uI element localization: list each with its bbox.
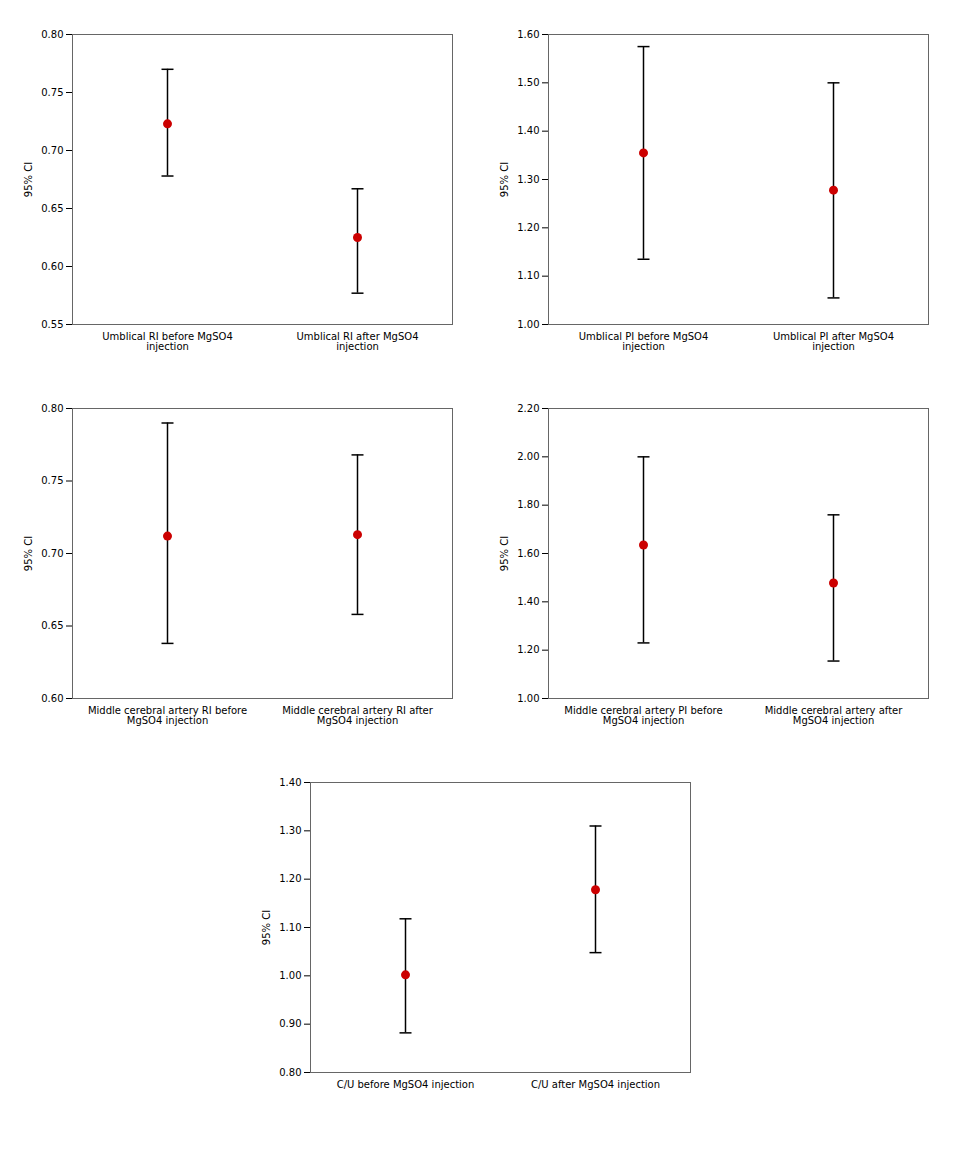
- svg-text:C/U after MgSO4 injection: C/U after MgSO4 injection: [530, 1079, 659, 1090]
- svg-text:1.20: 1.20: [517, 644, 539, 655]
- svg-text:95% CI: 95% CI: [498, 536, 509, 571]
- svg-text:1.50: 1.50: [517, 77, 539, 88]
- svg-text:Umblical RI before MgSO4inject: Umblical RI before MgSO4injection: [102, 331, 233, 352]
- svg-text:0.60: 0.60: [41, 693, 63, 704]
- svg-text:1.60: 1.60: [517, 29, 539, 40]
- svg-text:1.40: 1.40: [279, 777, 301, 788]
- svg-text:1.40: 1.40: [517, 125, 539, 136]
- svg-text:0.80: 0.80: [41, 403, 63, 414]
- svg-text:0.90: 0.90: [279, 1018, 301, 1029]
- svg-text:95% CI: 95% CI: [22, 162, 33, 197]
- svg-text:1.60: 1.60: [517, 548, 539, 559]
- svg-text:1.00: 1.00: [517, 693, 539, 704]
- svg-text:1.80: 1.80: [517, 499, 539, 510]
- svg-text:Middle cerebral artery RI afte: Middle cerebral artery RI afterMgSO4 inj…: [282, 705, 434, 726]
- svg-text:0.70: 0.70: [41, 548, 63, 559]
- svg-text:1.30: 1.30: [517, 174, 539, 185]
- svg-text:0.80: 0.80: [279, 1067, 301, 1078]
- svg-text:0.60: 0.60: [41, 261, 63, 272]
- svg-text:95% CI: 95% CI: [498, 162, 509, 197]
- svg-text:95% CI: 95% CI: [22, 536, 33, 571]
- svg-text:Middle cerebral artery afterMg: Middle cerebral artery afterMgSO4 inject…: [764, 705, 903, 726]
- svg-text:1.20: 1.20: [517, 222, 539, 233]
- svg-text:1.10: 1.10: [517, 270, 539, 281]
- svg-text:1.20: 1.20: [279, 873, 301, 884]
- svg-text:0.65: 0.65: [41, 203, 63, 214]
- svg-text:0.70: 0.70: [41, 145, 63, 156]
- svg-text:1.00: 1.00: [279, 970, 301, 981]
- svg-text:Umblical RI after MgSO4injecti: Umblical RI after MgSO4injection: [296, 331, 418, 352]
- svg-text:0.80: 0.80: [41, 29, 63, 40]
- svg-text:0.55: 0.55: [41, 319, 63, 330]
- svg-text:2.20: 2.20: [517, 403, 539, 414]
- svg-text:2.00: 2.00: [517, 451, 539, 462]
- svg-text:0.75: 0.75: [41, 87, 63, 98]
- svg-text:0.75: 0.75: [41, 475, 63, 486]
- svg-text:Umblical PI after MgSO4injecti: Umblical PI after MgSO4injection: [772, 331, 893, 352]
- svg-text:1.00: 1.00: [517, 319, 539, 330]
- svg-text:95% CI: 95% CI: [260, 910, 271, 945]
- svg-text:Middle cerebral artery PI befo: Middle cerebral artery PI beforeMgSO4 in…: [564, 705, 722, 726]
- svg-text:C/U before MgSO4 injection: C/U before MgSO4 injection: [336, 1079, 474, 1090]
- svg-text:Middle cerebral artery RI befo: Middle cerebral artery RI beforeMgSO4 in…: [87, 705, 246, 726]
- svg-text:1.40: 1.40: [517, 596, 539, 607]
- svg-text:1.10: 1.10: [279, 922, 301, 933]
- svg-text:Umblical PI before MgSO4inject: Umblical PI before MgSO4injection: [578, 331, 708, 352]
- svg-text:0.65: 0.65: [41, 620, 63, 631]
- svg-text:1.30: 1.30: [279, 825, 301, 836]
